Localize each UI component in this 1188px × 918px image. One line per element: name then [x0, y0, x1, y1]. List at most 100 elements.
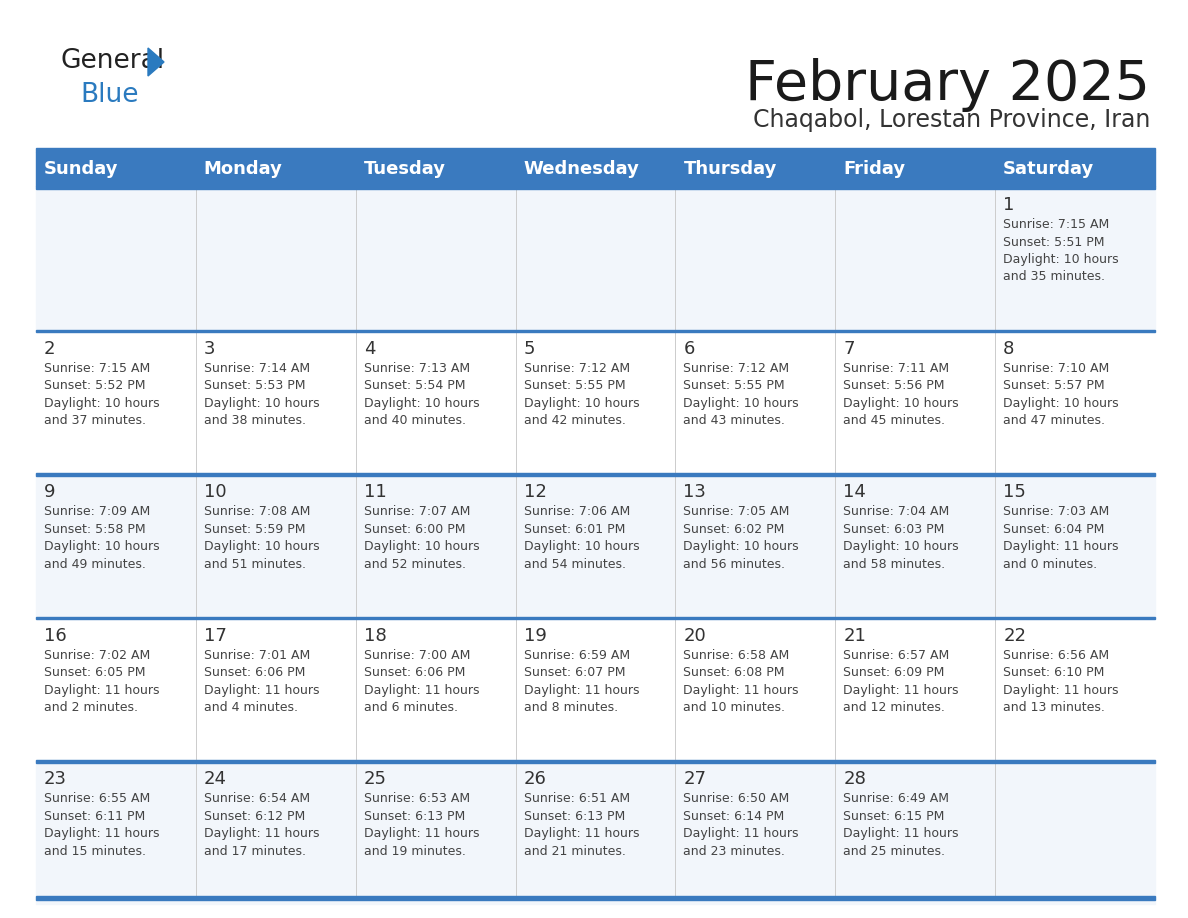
Text: 10: 10 — [204, 483, 227, 501]
Text: and 15 minutes.: and 15 minutes. — [44, 845, 146, 858]
Text: 15: 15 — [1003, 483, 1026, 501]
Bar — [36, 760, 1155, 763]
Text: Daylight: 11 hours: Daylight: 11 hours — [524, 684, 639, 697]
Text: and 25 minutes.: and 25 minutes. — [843, 845, 946, 858]
Text: Sunrise: 7:13 AM: Sunrise: 7:13 AM — [364, 362, 469, 375]
Text: Sunrise: 7:11 AM: Sunrise: 7:11 AM — [843, 362, 949, 375]
Text: Wednesday: Wednesday — [524, 160, 639, 178]
Text: and 8 minutes.: and 8 minutes. — [524, 701, 618, 714]
Text: Daylight: 11 hours: Daylight: 11 hours — [524, 827, 639, 840]
Text: Sunrise: 6:49 AM: Sunrise: 6:49 AM — [843, 792, 949, 805]
Bar — [36, 186, 1155, 330]
Text: 8: 8 — [1003, 340, 1015, 358]
Text: Daylight: 10 hours: Daylight: 10 hours — [1003, 397, 1119, 409]
Text: 24: 24 — [204, 770, 227, 789]
Text: 25: 25 — [364, 770, 387, 789]
Text: and 56 minutes.: and 56 minutes. — [683, 558, 785, 571]
Polygon shape — [148, 48, 164, 76]
Text: 21: 21 — [843, 627, 866, 644]
Text: Sunrise: 7:03 AM: Sunrise: 7:03 AM — [1003, 505, 1110, 518]
Text: Sunset: 5:59 PM: Sunset: 5:59 PM — [204, 522, 305, 536]
Text: and 4 minutes.: and 4 minutes. — [204, 701, 298, 714]
Text: Sunset: 6:04 PM: Sunset: 6:04 PM — [1003, 522, 1105, 536]
Text: Chaqabol, Lorestan Province, Iran: Chaqabol, Lorestan Province, Iran — [753, 108, 1150, 132]
Bar — [36, 760, 1155, 904]
Bar — [36, 330, 1155, 473]
Text: Daylight: 10 hours: Daylight: 10 hours — [204, 397, 320, 409]
Text: Daylight: 11 hours: Daylight: 11 hours — [44, 684, 159, 697]
Text: 20: 20 — [683, 627, 706, 644]
Text: 11: 11 — [364, 483, 386, 501]
Bar — [36, 617, 1155, 620]
Text: and 43 minutes.: and 43 minutes. — [683, 414, 785, 427]
Text: 4: 4 — [364, 340, 375, 358]
Text: and 35 minutes.: and 35 minutes. — [1003, 271, 1105, 284]
Text: and 2 minutes.: and 2 minutes. — [44, 701, 138, 714]
Text: Sunrise: 6:57 AM: Sunrise: 6:57 AM — [843, 649, 949, 662]
Text: Sunset: 5:55 PM: Sunset: 5:55 PM — [524, 379, 625, 392]
Text: Sunrise: 7:07 AM: Sunrise: 7:07 AM — [364, 505, 470, 518]
Text: Tuesday: Tuesday — [364, 160, 446, 178]
Text: 14: 14 — [843, 483, 866, 501]
Text: and 12 minutes.: and 12 minutes. — [843, 701, 946, 714]
Text: Sunset: 6:15 PM: Sunset: 6:15 PM — [843, 810, 944, 823]
Text: 1: 1 — [1003, 196, 1015, 214]
Text: Daylight: 10 hours: Daylight: 10 hours — [524, 540, 639, 554]
Text: and 42 minutes.: and 42 minutes. — [524, 414, 625, 427]
Text: and 40 minutes.: and 40 minutes. — [364, 414, 466, 427]
Text: Daylight: 11 hours: Daylight: 11 hours — [364, 684, 479, 697]
Text: and 21 minutes.: and 21 minutes. — [524, 845, 625, 858]
Text: Sunset: 5:51 PM: Sunset: 5:51 PM — [1003, 236, 1105, 249]
Text: Sunrise: 7:01 AM: Sunrise: 7:01 AM — [204, 649, 310, 662]
Text: Sunrise: 6:59 AM: Sunrise: 6:59 AM — [524, 649, 630, 662]
Text: Sunset: 5:57 PM: Sunset: 5:57 PM — [1003, 379, 1105, 392]
Text: Thursday: Thursday — [683, 160, 777, 178]
Text: Sunset: 6:11 PM: Sunset: 6:11 PM — [44, 810, 145, 823]
Text: Sunrise: 7:04 AM: Sunrise: 7:04 AM — [843, 505, 949, 518]
Text: Sunday: Sunday — [44, 160, 119, 178]
Text: Sunset: 5:54 PM: Sunset: 5:54 PM — [364, 379, 466, 392]
Text: and 0 minutes.: and 0 minutes. — [1003, 558, 1098, 571]
Text: Daylight: 10 hours: Daylight: 10 hours — [524, 397, 639, 409]
Text: Sunrise: 7:00 AM: Sunrise: 7:00 AM — [364, 649, 470, 662]
Text: Sunset: 6:06 PM: Sunset: 6:06 PM — [364, 666, 465, 679]
Text: and 10 minutes.: and 10 minutes. — [683, 701, 785, 714]
Bar — [36, 330, 1155, 332]
Text: and 58 minutes.: and 58 minutes. — [843, 558, 946, 571]
Text: Sunrise: 6:51 AM: Sunrise: 6:51 AM — [524, 792, 630, 805]
Text: Sunrise: 7:12 AM: Sunrise: 7:12 AM — [683, 362, 790, 375]
Text: Daylight: 10 hours: Daylight: 10 hours — [44, 540, 159, 554]
Text: 27: 27 — [683, 770, 707, 789]
Text: Sunrise: 7:09 AM: Sunrise: 7:09 AM — [44, 505, 150, 518]
Text: 12: 12 — [524, 483, 546, 501]
Text: and 52 minutes.: and 52 minutes. — [364, 558, 466, 571]
Text: Sunset: 6:08 PM: Sunset: 6:08 PM — [683, 666, 785, 679]
Text: Daylight: 11 hours: Daylight: 11 hours — [1003, 540, 1119, 554]
Text: Saturday: Saturday — [1003, 160, 1094, 178]
Text: Sunset: 6:14 PM: Sunset: 6:14 PM — [683, 810, 785, 823]
Text: Sunset: 6:13 PM: Sunset: 6:13 PM — [524, 810, 625, 823]
Text: 9: 9 — [44, 483, 56, 501]
Text: Sunrise: 7:10 AM: Sunrise: 7:10 AM — [1003, 362, 1110, 375]
Text: and 19 minutes.: and 19 minutes. — [364, 845, 466, 858]
Text: and 37 minutes.: and 37 minutes. — [44, 414, 146, 427]
Text: and 54 minutes.: and 54 minutes. — [524, 558, 626, 571]
Text: 2: 2 — [44, 340, 56, 358]
Bar — [36, 148, 1155, 152]
Text: and 45 minutes.: and 45 minutes. — [843, 414, 946, 427]
Text: Sunset: 6:06 PM: Sunset: 6:06 PM — [204, 666, 305, 679]
Text: Daylight: 11 hours: Daylight: 11 hours — [843, 827, 959, 840]
Text: Daylight: 11 hours: Daylight: 11 hours — [364, 827, 479, 840]
Text: Friday: Friday — [843, 160, 905, 178]
Bar — [36, 617, 1155, 760]
Text: Sunset: 6:03 PM: Sunset: 6:03 PM — [843, 522, 944, 536]
Text: Sunset: 6:01 PM: Sunset: 6:01 PM — [524, 522, 625, 536]
Text: Sunrise: 7:08 AM: Sunrise: 7:08 AM — [204, 505, 310, 518]
Text: 16: 16 — [44, 627, 67, 644]
Text: Sunrise: 7:12 AM: Sunrise: 7:12 AM — [524, 362, 630, 375]
Text: Daylight: 10 hours: Daylight: 10 hours — [364, 397, 479, 409]
Text: Daylight: 11 hours: Daylight: 11 hours — [683, 684, 798, 697]
Text: Sunrise: 7:15 AM: Sunrise: 7:15 AM — [44, 362, 150, 375]
Text: and 23 minutes.: and 23 minutes. — [683, 845, 785, 858]
Text: Sunset: 6:13 PM: Sunset: 6:13 PM — [364, 810, 465, 823]
